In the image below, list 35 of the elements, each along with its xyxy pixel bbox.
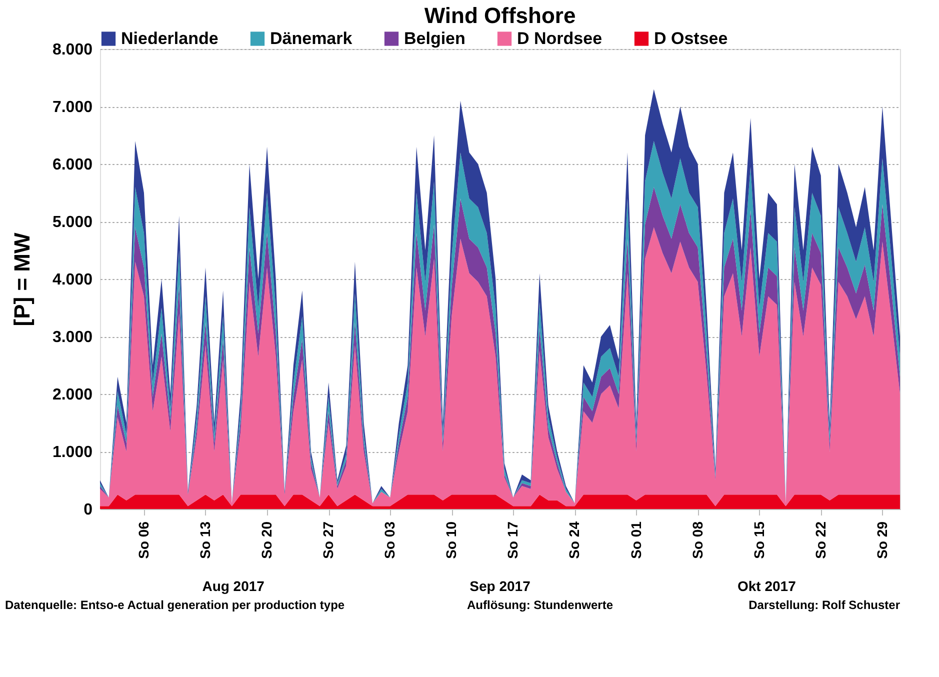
x-tick-label: So 08 xyxy=(689,521,706,559)
y-tick-label: 0 xyxy=(84,502,93,518)
legend-label: Niederlande xyxy=(121,28,218,48)
legend-label: Dänemark xyxy=(270,28,353,48)
y-tick-label: 1.000 xyxy=(52,444,93,461)
x-tick-label: So 03 xyxy=(382,521,398,559)
text: Datenquelle: Entso-e Actual generation per production type xyxy=(5,598,345,612)
y-tick-label: 7.000 xyxy=(52,99,93,116)
x-tick-label: So 29 xyxy=(874,521,890,559)
y-tick-label: 8.000 xyxy=(52,42,93,58)
x-tick-label: So 22 xyxy=(812,521,828,559)
legend-label: Belgien xyxy=(404,28,466,48)
legend-label: D Nordsee xyxy=(517,28,602,48)
y-axis-title: [P] = MW xyxy=(9,232,34,326)
text: Okt 2017 xyxy=(737,578,796,594)
text: Darstellung: Rolf Schuster xyxy=(748,598,900,612)
x-tick-label: So 06 xyxy=(135,521,152,559)
x-tick-label: So 10 xyxy=(443,521,460,559)
x-tick-label: So 20 xyxy=(258,521,275,559)
text: Aug 2017 xyxy=(202,578,265,594)
chart-title: Wind Offshore xyxy=(424,3,576,28)
x-tick-label: So 01 xyxy=(628,521,644,559)
x-tick-label: So 13 xyxy=(196,521,213,559)
text: Sep 2017 xyxy=(470,578,531,594)
y-tick-label: 4.000 xyxy=(52,272,93,288)
y-tick-label: 5.000 xyxy=(52,214,93,231)
x-tick-label: So 17 xyxy=(504,521,521,559)
x-tick-label: So 27 xyxy=(320,521,336,559)
x-tick-label: So 24 xyxy=(566,521,582,559)
x-tick-label: So 15 xyxy=(750,521,767,559)
text: Auflösung: Stundenwerte xyxy=(467,598,614,612)
y-tick-label: 2.000 xyxy=(52,386,93,404)
y-tick-label: 6.000 xyxy=(52,156,93,174)
y-tick-label: 3.000 xyxy=(52,329,93,346)
legend-label: D Ostsee xyxy=(654,28,728,48)
